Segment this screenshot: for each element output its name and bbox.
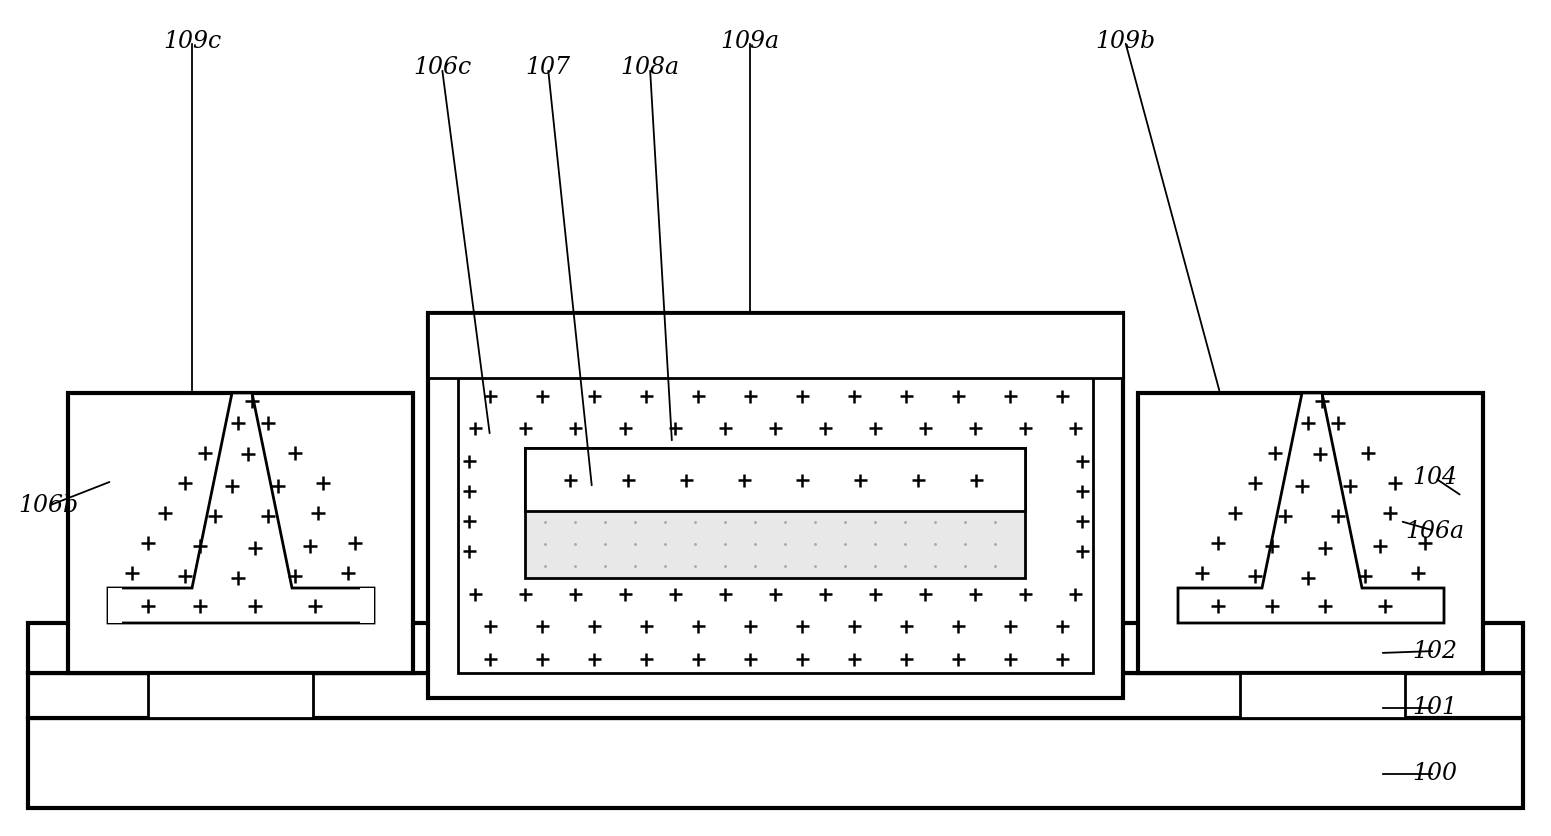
Bar bbox=[28, 718, 1523, 808]
Bar bbox=[28, 623, 1523, 673]
Text: 107: 107 bbox=[526, 57, 571, 79]
Text: 106c: 106c bbox=[413, 57, 472, 79]
Text: 100: 100 bbox=[1413, 762, 1458, 786]
Bar bbox=[109, 588, 123, 623]
Text: 106b: 106b bbox=[19, 495, 78, 517]
Text: 108a: 108a bbox=[620, 57, 679, 79]
Text: 102: 102 bbox=[1413, 640, 1458, 662]
Bar bbox=[524, 448, 1025, 511]
Text: 106a: 106a bbox=[1405, 519, 1464, 543]
Text: 101: 101 bbox=[1413, 696, 1458, 720]
Text: 109b: 109b bbox=[1095, 29, 1155, 53]
Bar bbox=[28, 673, 1523, 718]
Bar bbox=[1138, 393, 1483, 673]
Bar bbox=[458, 373, 1093, 673]
Bar bbox=[68, 393, 413, 673]
Polygon shape bbox=[109, 393, 374, 623]
Bar bbox=[147, 673, 313, 718]
Bar bbox=[428, 313, 1123, 378]
Bar bbox=[1239, 673, 1405, 718]
Bar bbox=[524, 448, 1025, 578]
Polygon shape bbox=[1179, 393, 1444, 623]
Bar bbox=[360, 588, 374, 623]
Text: 109a: 109a bbox=[720, 29, 780, 53]
Text: 109c: 109c bbox=[163, 29, 222, 53]
Text: 104: 104 bbox=[1413, 466, 1458, 490]
Bar bbox=[428, 313, 1123, 698]
